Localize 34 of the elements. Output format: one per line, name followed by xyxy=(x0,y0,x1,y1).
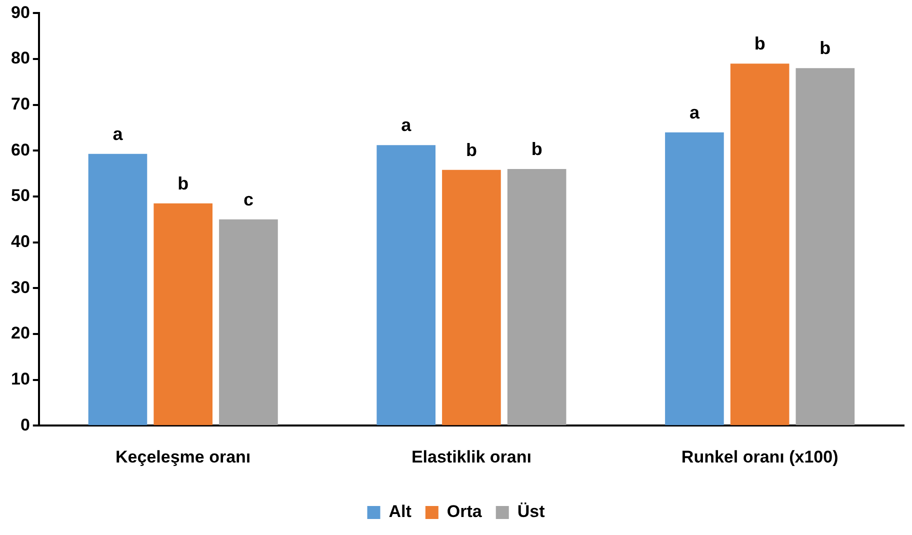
data-label: a xyxy=(689,102,700,122)
bar xyxy=(507,168,566,426)
legend-label: Orta xyxy=(446,502,482,522)
y-tick-label: 0 xyxy=(20,415,30,434)
bar xyxy=(219,219,278,426)
data-label: c xyxy=(243,189,254,210)
bar xyxy=(665,132,724,426)
bar xyxy=(88,154,148,426)
bar xyxy=(796,68,855,426)
data-label: a xyxy=(112,124,124,144)
y-tick-label: 50 xyxy=(10,186,30,206)
x-tick-label: Keçeleşme oranı xyxy=(116,447,251,466)
data-label: b xyxy=(178,173,189,194)
x-tick-label: Elastiklik oranı xyxy=(411,447,532,466)
x-tick-label: Runkel oranı (x100) xyxy=(681,447,838,466)
data-label: b xyxy=(754,34,766,54)
bar xyxy=(154,203,213,426)
data-label: a xyxy=(401,115,412,136)
bar xyxy=(442,170,501,426)
y-tick-label: 70 xyxy=(10,94,30,114)
bar xyxy=(376,145,436,426)
y-tick-label: 90 xyxy=(10,2,30,22)
legend-label: Üst xyxy=(517,502,546,522)
data-label: b xyxy=(466,140,477,160)
y-tick-label: 80 xyxy=(10,48,30,68)
y-tick-label: 30 xyxy=(10,278,30,297)
y-tick-label: 20 xyxy=(10,324,30,343)
bar xyxy=(730,64,790,426)
legend-label: Alt xyxy=(388,502,412,522)
data-label: b xyxy=(531,138,542,159)
y-tick-label: 40 xyxy=(10,232,30,251)
y-tick-label: 10 xyxy=(10,369,30,388)
data-label: b xyxy=(820,38,831,58)
y-tick-label: 60 xyxy=(10,140,30,160)
